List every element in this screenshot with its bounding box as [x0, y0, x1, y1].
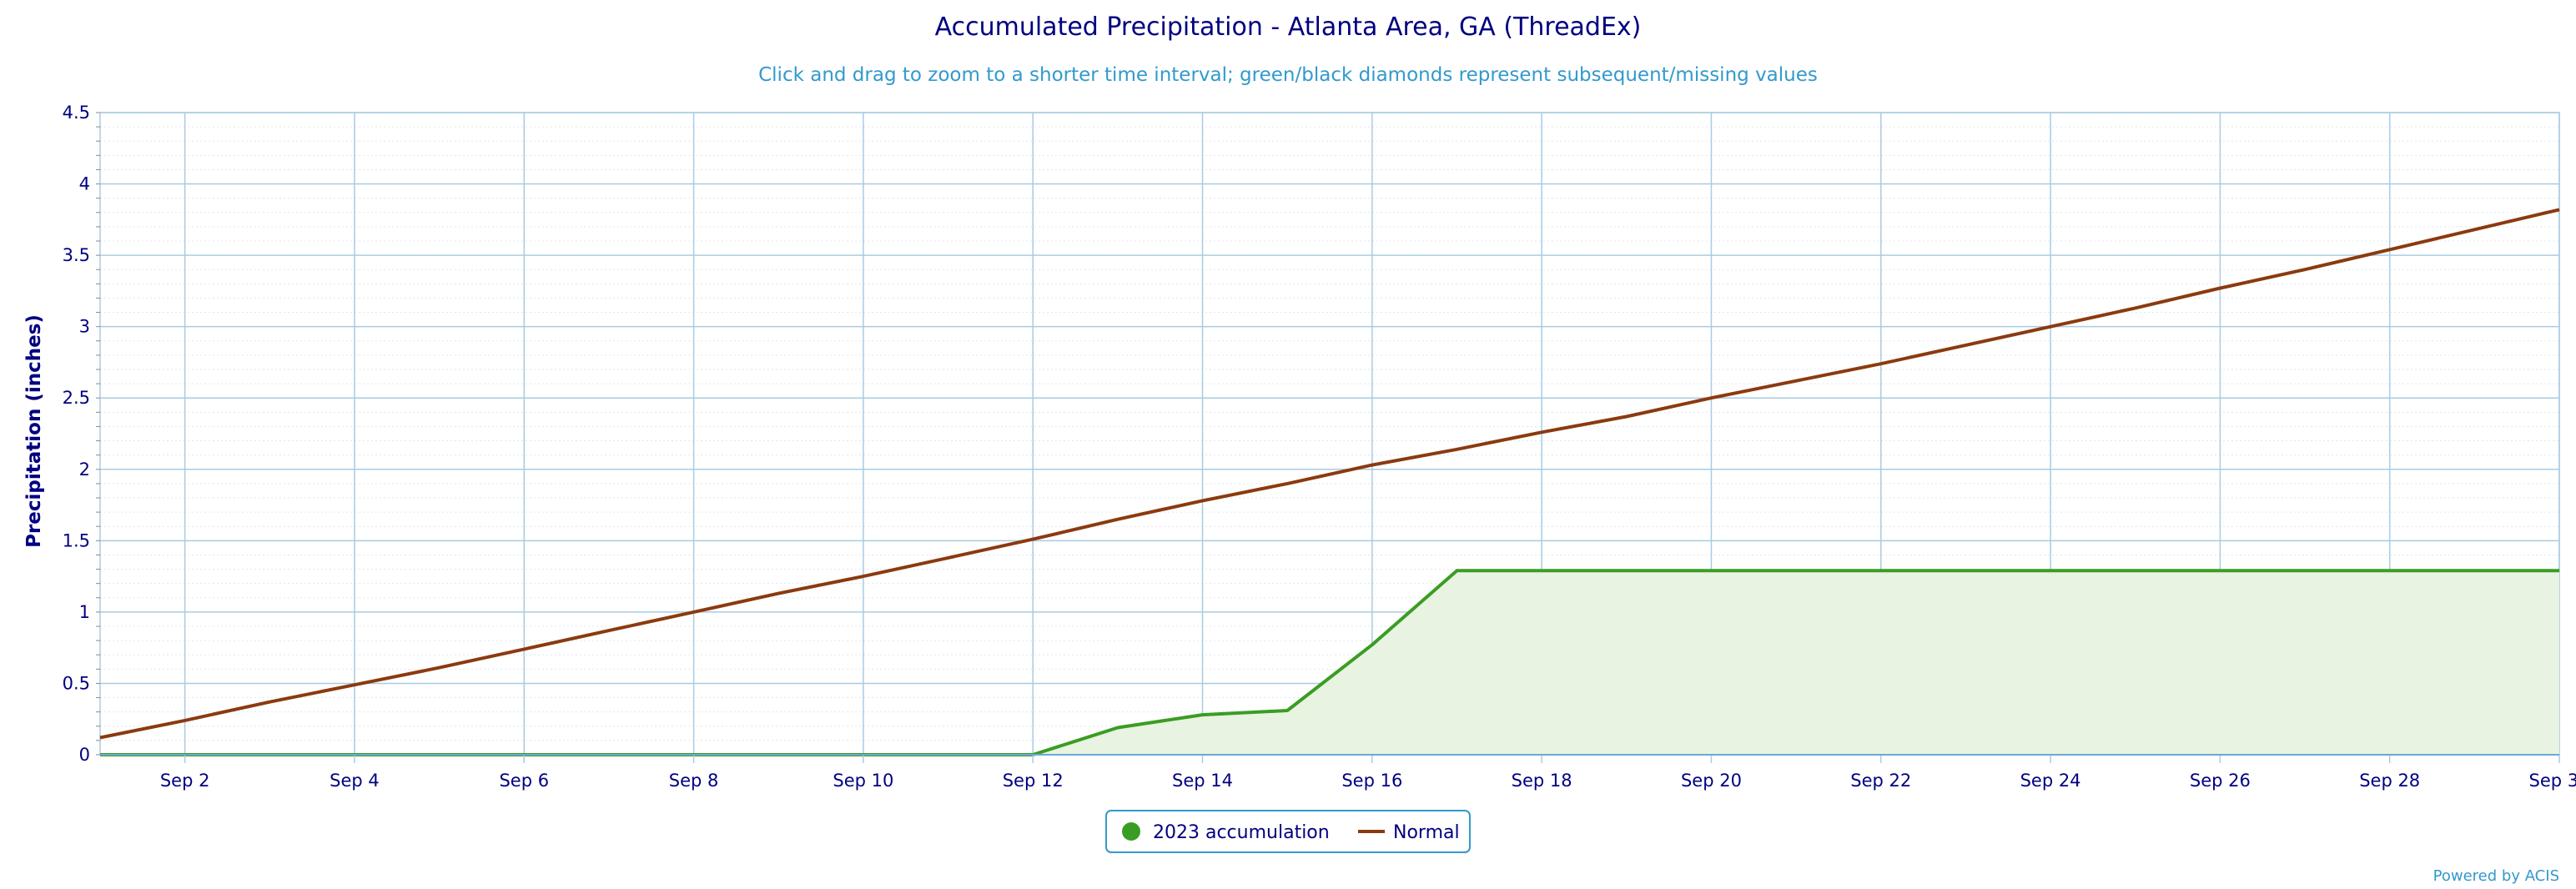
x-tick-label: Sep 14 — [1172, 771, 1233, 791]
legend-marker-circle-icon — [1122, 822, 1140, 841]
legend-label-2023-accumulation: 2023 accumulation — [1153, 822, 1330, 843]
chart-subtitle: Click and drag to zoom to a shorter time… — [758, 64, 1818, 86]
axes: 0 0.5 1 1.5 2 2.5 3 3.5 4 4.5 Sep 2 Sep 4 Sep 6 Sep 8… — [63, 103, 2576, 791]
legend-label-normal: Normal — [1393, 822, 1460, 843]
legend[interactable]: 2023 accumulation Normal — [1105, 810, 1471, 853]
powered-by-credit[interactable]: Powered by ACIS — [2433, 867, 2559, 885]
y-axis-title: Precipitation (inches) — [23, 314, 45, 548]
y-tick-label: 0 — [79, 745, 90, 765]
y-tick-label: 3 — [79, 317, 90, 337]
x-tick-label: Sep 18 — [1512, 771, 1572, 791]
y-tick-label: 3.5 — [63, 245, 90, 265]
y-tick-label: 1 — [79, 602, 90, 622]
y-tick-label: 0.5 — [63, 673, 90, 693]
x-tick-label: Sep 12 — [1003, 771, 1064, 791]
y-tick-label: 2 — [79, 460, 90, 480]
normal-series-line[interactable] — [99, 208, 2560, 740]
x-tick-label: Sep 8 — [669, 771, 719, 791]
y-tick-label: 2.5 — [63, 388, 90, 408]
chart-title: Accumulated Precipitation - Atlanta Area… — [935, 13, 1642, 42]
x-tick-label: Sep 6 — [499, 771, 549, 791]
x-tick-label: Sep 26 — [2190, 771, 2251, 791]
x-tick-label: Sep 20 — [1681, 771, 1742, 791]
x-tick-label: Sep 10 — [833, 771, 893, 791]
x-tick-label: Sep 2 — [160, 771, 210, 791]
legend-item-normal[interactable]: Normal — [1358, 822, 1460, 843]
y-tick-label: 4 — [79, 174, 90, 194]
x-tick-label: Sep 30 — [2529, 771, 2576, 791]
plot-area[interactable] — [96, 205, 2563, 759]
x-tick-label: Sep 22 — [1850, 771, 1911, 791]
x-tick-label: Sep 28 — [2359, 771, 2420, 791]
y-tick-label: 4.5 — [63, 103, 90, 123]
2023-accumulation-area-fill — [100, 570, 2559, 755]
legend-box — [1105, 810, 1471, 853]
x-tick-label: Sep 4 — [330, 771, 380, 791]
x-tick-label: Sep 16 — [1341, 771, 1402, 791]
y-tick-label: 1.5 — [63, 530, 90, 550]
x-tick-label: Sep 24 — [2020, 771, 2081, 791]
legend-item-2023-accumulation[interactable]: 2023 accumulation — [1122, 822, 1330, 843]
